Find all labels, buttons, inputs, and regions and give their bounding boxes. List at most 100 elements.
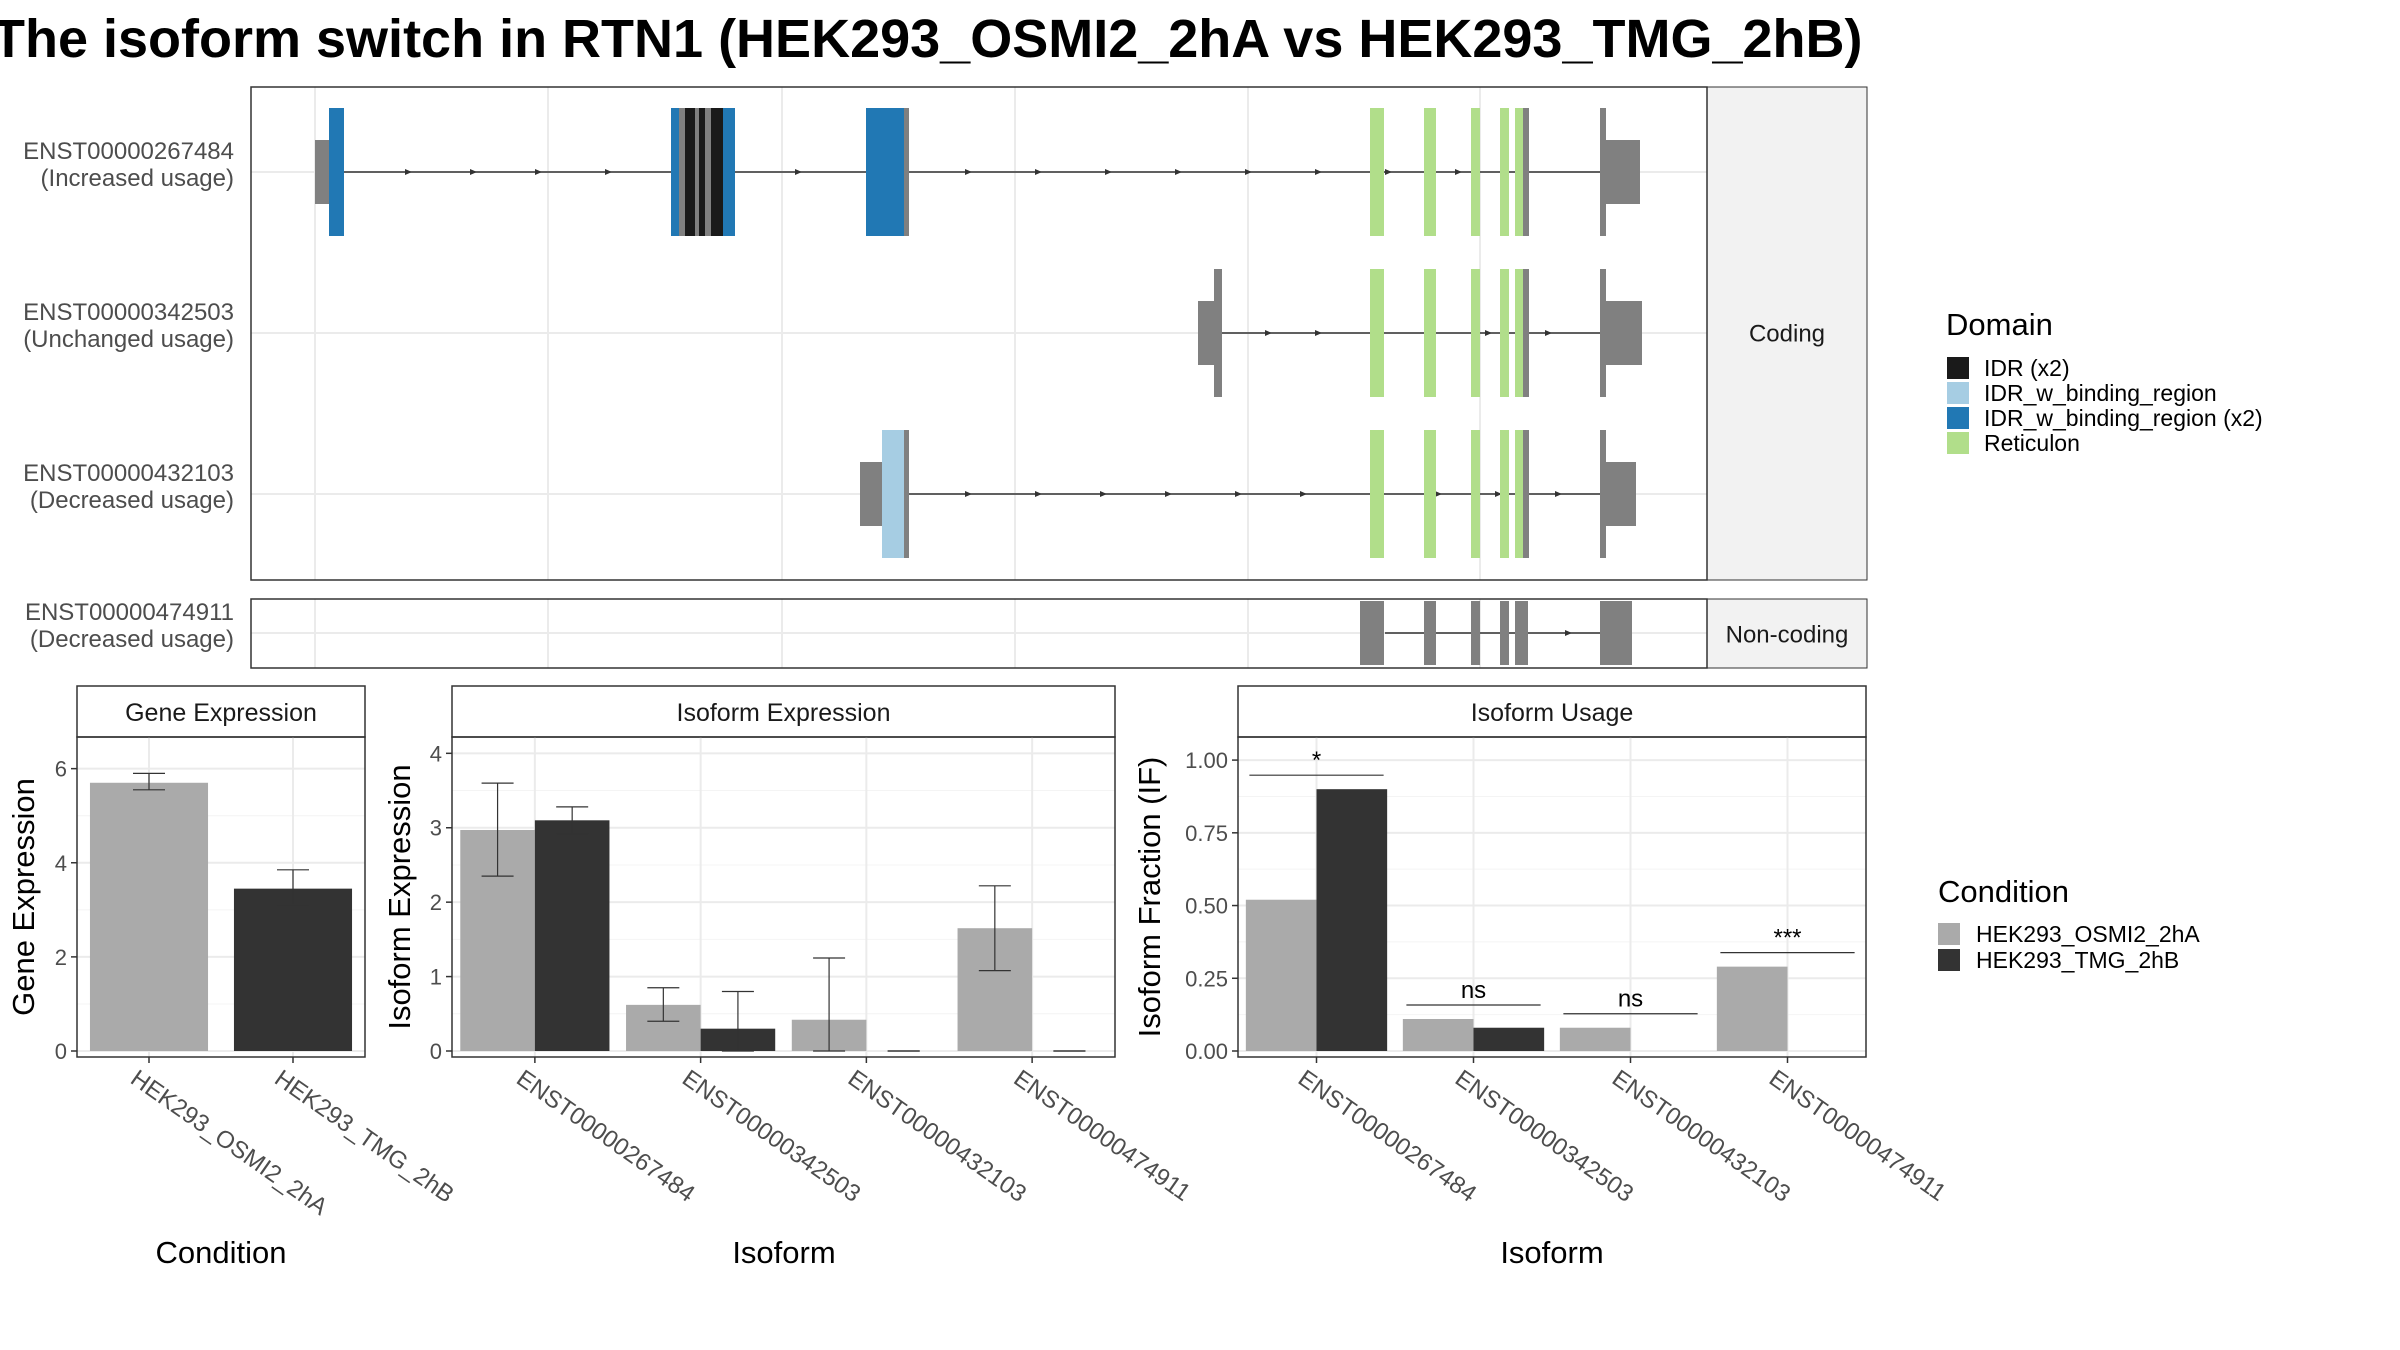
coding-strip-label: Coding [1749, 321, 1825, 348]
significance-label: * [1312, 747, 1321, 774]
intron-direction-arrow [1315, 169, 1322, 175]
intron-direction-arrow [1435, 491, 1442, 497]
transcript-1 [1198, 269, 1642, 397]
reticulon-domain [1370, 269, 1384, 397]
figure-title: The isoform switch in RTN1 (HEK293_OSMI2… [0, 9, 1863, 69]
y-axis-title: Isoform Fraction (IF) [1132, 757, 1167, 1038]
bar [1402, 1019, 1474, 1051]
transcript-usage-label: (Increased usage) [41, 165, 234, 192]
y-tick-label: 3 [430, 816, 442, 841]
domain-legend-swatch [1947, 357, 1969, 379]
significance-label: *** [1773, 925, 1801, 952]
exon [1600, 108, 1606, 236]
domain-legend-swatch [1947, 382, 1969, 404]
intron-direction-arrow [405, 169, 412, 175]
significance-label: ns [1461, 977, 1486, 1004]
transcript-usage-label: (Decreased usage) [30, 487, 234, 514]
domain-legend-swatch [1947, 432, 1969, 454]
bar [1473, 1027, 1545, 1051]
reticulon-domain [1515, 430, 1523, 558]
reticulon-domain [1424, 269, 1436, 397]
x-axis-title: Isoform [1500, 1235, 1603, 1270]
exon [904, 108, 909, 236]
idr-domain [711, 108, 723, 236]
legends: Domain IDR (x2)IDR_w_binding_regionIDR_w_… [1938, 307, 2263, 973]
transcript-id-label: ENST00000432103 [23, 460, 234, 487]
bar [1245, 899, 1317, 1051]
noncoding-panel-border [250, 598, 1708, 669]
reticulon-domain [1500, 108, 1509, 236]
y-tick-label: 6 [55, 757, 67, 782]
panel-border [76, 736, 366, 1058]
exon [1500, 601, 1509, 665]
exon [1360, 601, 1384, 665]
intron-direction-arrow [1245, 169, 1252, 175]
transcript-usage-label: (Decreased usage) [30, 626, 234, 653]
reticulon-domain [1515, 108, 1523, 236]
exon [315, 140, 329, 204]
intron-direction-arrow [965, 491, 972, 497]
exon [1471, 601, 1480, 665]
reticulon-domain [1515, 269, 1523, 397]
x-tick-label: ENST00000474911 [1009, 1065, 1196, 1207]
exon [1606, 301, 1642, 365]
exon [1606, 462, 1636, 526]
domain-legend-title: Domain [1946, 307, 2053, 342]
condition-legend-swatch [1938, 923, 1960, 945]
bar [89, 782, 209, 1051]
exon [1606, 140, 1640, 204]
domain-legend-label: Reticulon [1984, 430, 2080, 456]
intron-direction-arrow [470, 169, 477, 175]
transcript-0 [315, 108, 1640, 236]
intron-direction-arrow [1555, 491, 1562, 497]
transcript-3 [1360, 601, 1632, 665]
y-tick-label: 4 [430, 741, 442, 766]
intron-direction-arrow [1165, 491, 1172, 497]
panel-strip-title: Isoform Usage [1471, 699, 1634, 727]
panel-border [451, 736, 1116, 1058]
intron-direction-arrow [1265, 330, 1272, 336]
exon [1523, 601, 1528, 665]
bar [534, 820, 610, 1051]
reticulon-domain [1370, 430, 1384, 558]
x-axis-title: Condition [156, 1235, 287, 1270]
y-tick-label: 2 [430, 890, 442, 915]
idr_binding_x2-domain [329, 108, 344, 236]
y-tick-label: 1 [430, 965, 442, 990]
condition-legend-title: Condition [1938, 874, 2069, 909]
intron-direction-arrow [535, 169, 542, 175]
reticulon-domain [1500, 269, 1509, 397]
transcript-usage-label: (Unchanged usage) [23, 326, 234, 353]
x-axis-title: Isoform [732, 1235, 835, 1270]
idr_binding_x2-domain [866, 108, 904, 236]
intron-direction-arrow [1485, 330, 1492, 336]
idr_binding-domain [882, 430, 904, 558]
panel-strip-title: Isoform Expression [677, 699, 891, 727]
exon [695, 108, 699, 236]
domain-legend-label: IDR_w_binding_region [1984, 380, 2217, 406]
bar [1559, 1027, 1631, 1051]
y-axis-title: Gene Expression [6, 778, 41, 1016]
reticulon-domain [1424, 430, 1436, 558]
domain-legend-label: IDR (x2) [1984, 355, 2070, 381]
significance-label: ns [1618, 986, 1643, 1013]
transcript-id-label: ENST00000342503 [23, 299, 234, 326]
intron-direction-arrow [605, 169, 612, 175]
reticulon-domain [1471, 430, 1480, 558]
bar-charts: Gene Expression0246HEK293_OSMI2_2hAHEK29… [6, 685, 1951, 1270]
exon [1600, 269, 1606, 397]
x-tick-label: ENST00000342503 [677, 1065, 865, 1208]
exon [1523, 108, 1529, 236]
intron-direction-arrow [1035, 491, 1042, 497]
reticulon-domain [1500, 430, 1509, 558]
idr-domain [699, 108, 705, 236]
exon [679, 108, 685, 236]
intron-direction-arrow [1495, 491, 1502, 497]
y-axis-title: Isoform Expression [382, 764, 417, 1029]
panel-strip [451, 685, 1116, 738]
exon [1523, 430, 1529, 558]
reticulon-domain [1370, 108, 1384, 236]
exon [1515, 601, 1523, 665]
